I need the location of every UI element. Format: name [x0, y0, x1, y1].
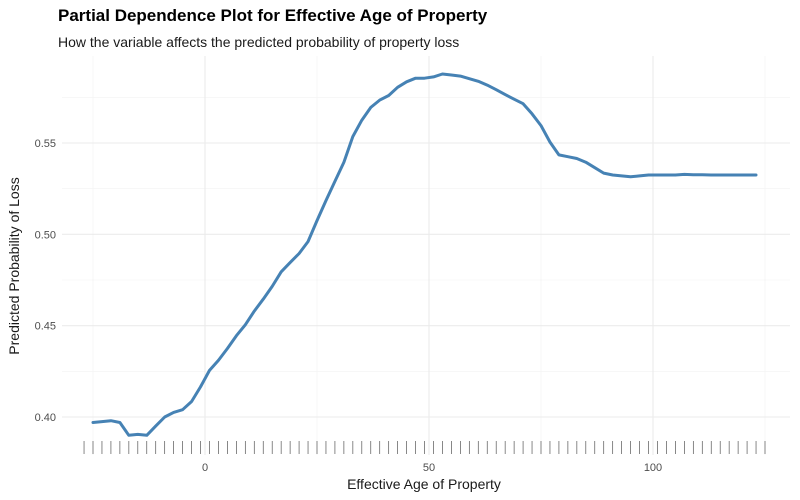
series-line	[91, 72, 758, 437]
chart-title: Partial Dependence Plot for Effective Ag…	[58, 6, 488, 25]
y-tick-label: 0.50	[35, 229, 56, 241]
x-tick-label: 100	[644, 462, 662, 474]
y-tick-label: 0.55	[35, 138, 56, 150]
x-axis-label: Effective Age of Property	[347, 476, 501, 492]
y-tick-label: 0.45	[35, 321, 56, 333]
chart-subtitle: How the variable affects the predicted p…	[58, 34, 460, 50]
x-tick-label: 50	[423, 462, 435, 474]
x-tick-label: 0	[202, 462, 208, 474]
y-tick-label: 0.40	[35, 412, 56, 424]
